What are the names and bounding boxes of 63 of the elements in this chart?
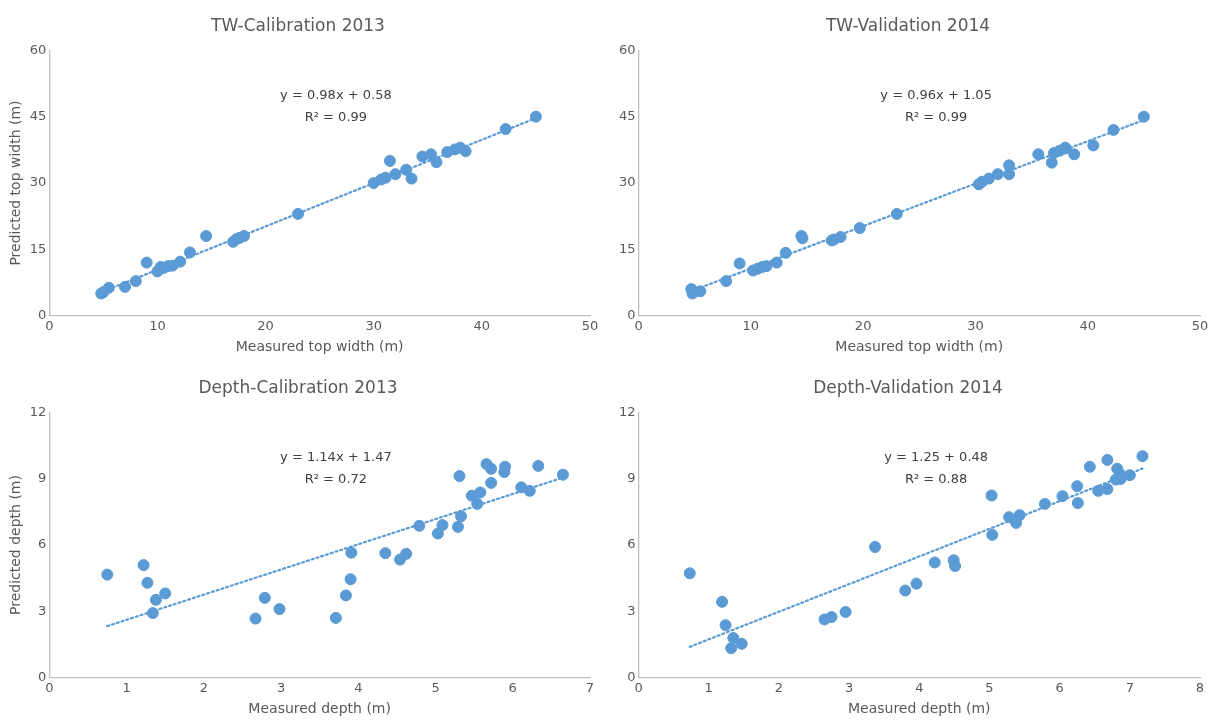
x-axis-title: Measured depth (m) [248,700,391,717]
y-tick-label: 45 [619,108,636,124]
x-tick-label: 7 [585,679,595,695]
x-tick-label: 5 [431,679,440,695]
x-tick-label: 3 [844,679,854,695]
x-tick-label: 3 [276,679,286,695]
annotation: R² = 0.88 [904,470,968,486]
y-tick-label: 6 [38,536,47,552]
x-tick-label: 40 [1079,317,1096,333]
x-axis-title: Measured depth (m) [847,700,991,717]
y-tick-label: 60 [619,41,636,57]
annotation: R² = 0.99 [904,108,968,124]
x-axis-title: Measured top width (m) [835,338,1004,355]
y-tick-label: 0 [627,668,636,684]
x-tick-label: 20 [854,317,872,333]
y-tick-label: 60 [29,41,47,57]
x-tick-label: 40 [473,317,491,333]
x-tick-label: 50 [581,317,599,333]
annotation: y = 1.14x + 1.47 [280,448,392,464]
y-tick-label: 30 [619,174,636,190]
x-axis-title: Measured top width (m) [235,338,404,355]
y-tick-label: 15 [619,240,636,256]
x-tick-label: 1 [704,679,713,695]
y-tick-label: 45 [29,108,47,124]
x-tick-label: 2 [199,679,208,695]
x-tick-label: 1 [122,679,131,695]
y-tick-label: 0 [627,306,636,322]
y-axis-title: Predicted top width (m) [7,100,24,266]
x-tick-label: 30 [365,317,383,333]
annotation: y = 0.98x + 0.58 [280,86,392,102]
y-tick-label: 3 [38,602,47,618]
y-tick-label: 3 [627,602,636,618]
x-tick-label: 50 [1191,317,1209,333]
x-tick-label: 10 [149,317,166,333]
x-tick-label: 6 [508,679,517,695]
x-tick-label: 4 [354,679,363,695]
x-tick-label: 5 [985,679,994,695]
y-tick-label: 12 [619,403,636,419]
x-tick-label: 10 [742,317,760,333]
y-tick-label: 6 [627,536,636,552]
y-tick-label: 9 [627,470,636,486]
x-tick-label: 20 [257,317,274,333]
chart-title: TW-Calibration 2013 [210,14,385,35]
x-tick-label: 7 [1125,679,1134,695]
y-axis-title: Predicted depth (m) [7,475,24,615]
annotation: R² = 0.99 [304,108,368,124]
x-tick-label: 30 [967,317,984,333]
annotation: y = 1.25 + 0.48 [884,448,989,464]
y-tick-label: 9 [38,470,47,486]
annotation: y = 0.96x + 1.05 [880,86,992,102]
y-tick-label: 30 [29,174,47,190]
x-tick-label: 8 [1195,679,1205,695]
x-tick-label: 6 [1055,679,1064,695]
chart-title: Depth-Validation 2014 [813,376,1003,397]
annotation: R² = 0.72 [304,470,368,486]
y-tick-label: 0 [38,668,47,684]
x-tick-label: 4 [915,679,924,695]
chart-title: TW-Validation 2014 [824,14,991,35]
x-tick-label: 2 [774,679,784,695]
y-tick-label: 15 [29,240,47,256]
y-tick-label: 0 [38,306,47,322]
y-tick-label: 12 [29,403,47,419]
chart-title: Depth-Calibration 2013 [198,376,398,397]
